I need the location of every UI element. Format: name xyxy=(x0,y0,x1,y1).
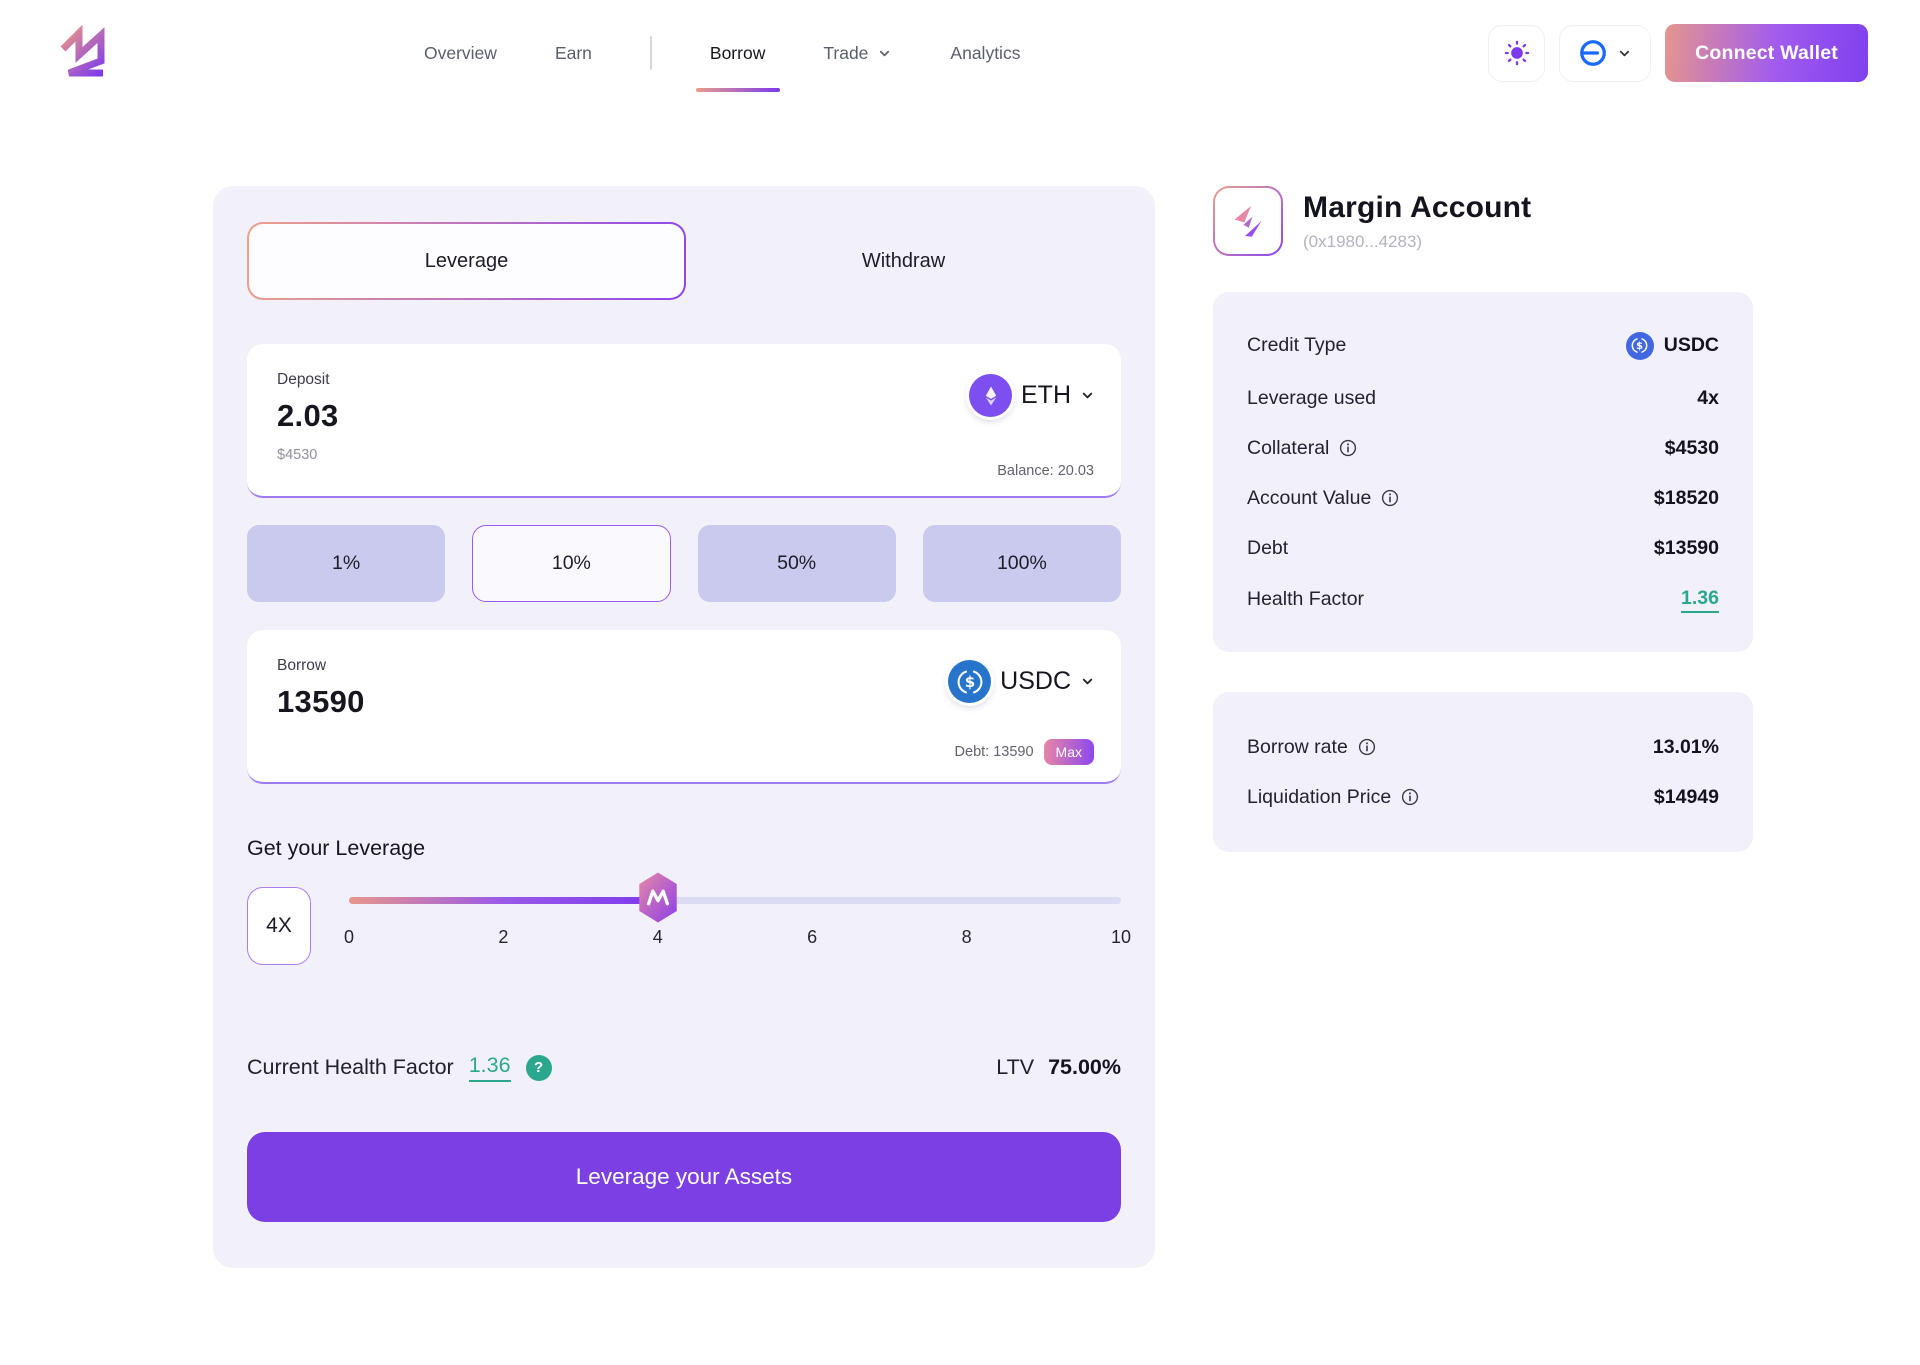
connect-wallet-button[interactable]: Connect Wallet xyxy=(1665,24,1868,82)
deposit-card: Deposit 2.03 $4530 ETH Balance: 20.03 xyxy=(247,344,1121,498)
margin-account-title: Margin Account xyxy=(1303,190,1532,224)
leverage-slider[interactable]: 0 2 4 6 8 10 xyxy=(344,872,1131,956)
row-collateral: Collateral $4530 xyxy=(1247,436,1719,459)
nav-trade[interactable]: Trade xyxy=(823,0,892,106)
max-button[interactable]: Max xyxy=(1043,739,1094,765)
slider-tick-labels: 0 2 4 6 8 10 xyxy=(344,926,1131,953)
leverage-value-input[interactable]: 4X xyxy=(247,887,311,965)
borrow-amount-input[interactable]: 13590 xyxy=(277,684,365,719)
help-icon[interactable]: ? xyxy=(525,1054,552,1081)
deposit-balance: Balance: 20.03 xyxy=(997,463,1094,479)
margin-account-address: (0x1980...4283) xyxy=(1303,231,1423,251)
main-nav: Overview Earn Borrow Trade Analytics xyxy=(424,0,1020,106)
percent-button-1[interactable]: 1% xyxy=(247,525,446,602)
svg-text:$: $ xyxy=(964,673,974,691)
network-icon xyxy=(1580,40,1606,66)
info-icon[interactable] xyxy=(1381,489,1399,507)
top-navigation-bar: Overview Earn Borrow Trade Analytics xyxy=(0,0,1920,106)
health-factor-label: Current Health Factor xyxy=(247,1055,454,1079)
borrow-card: Borrow 13590 $ USDC Debt: 13590 Max xyxy=(247,630,1121,784)
leverage-section-title: Get your Leverage xyxy=(247,836,426,860)
nav-analytics[interactable]: Analytics xyxy=(950,42,1021,63)
nav-overview[interactable]: Overview xyxy=(424,42,497,63)
borrow-debt: Debt: 13590 Max xyxy=(955,739,1094,765)
ltv-label: LTV xyxy=(996,1055,1035,1079)
usdc-icon: $ xyxy=(948,660,992,703)
tick-label: 0 xyxy=(343,926,355,947)
chevron-down-icon xyxy=(1082,678,1093,685)
row-borrow-rate: Borrow rate 13.01% xyxy=(1247,735,1719,758)
percent-button-50[interactable]: 50% xyxy=(697,525,896,602)
nav-borrow[interactable]: Borrow xyxy=(695,0,780,106)
main-content: Leverage Withdraw Deposit 2.03 $4530 ETH xyxy=(0,106,1920,1268)
chevron-down-icon xyxy=(1082,392,1093,399)
chevron-down-icon xyxy=(880,50,890,56)
tab-leverage[interactable]: Leverage xyxy=(247,222,686,300)
usdc-icon: $ xyxy=(1625,331,1654,360)
deposit-usd-value: $4530 xyxy=(277,447,318,463)
leverage-panel: Leverage Withdraw Deposit 2.03 $4530 ETH xyxy=(213,186,1155,1268)
deposit-token-name: ETH xyxy=(1021,381,1071,409)
leverage-assets-button[interactable]: Leverage your Assets xyxy=(247,1132,1121,1222)
header-actions: Connect Wallet xyxy=(1488,24,1868,82)
tick-label: 2 xyxy=(498,926,509,947)
row-account-value: Account Value $18520 xyxy=(1247,486,1719,509)
slider-thumb-icon xyxy=(639,872,677,923)
account-details-panel: Credit Type $ USDC Leverage used 4x xyxy=(1213,292,1753,652)
info-icon[interactable] xyxy=(1339,439,1357,457)
summary-row: Current Health Factor 1.36 ? LTV 75.00% xyxy=(247,1053,1121,1082)
borrow-token-selector[interactable]: $ USDC xyxy=(948,660,1095,703)
nav-divider xyxy=(649,36,652,70)
tick-label: 4 xyxy=(652,926,663,947)
rates-panel: Borrow rate 13.01% Liquidation Price $14… xyxy=(1213,692,1753,852)
slider-fill xyxy=(349,896,658,904)
app-logo[interactable] xyxy=(52,25,124,81)
network-selector-button[interactable] xyxy=(1559,24,1652,82)
tab-bar: Leverage Withdraw xyxy=(247,222,1121,300)
margin-account-header: Margin Account (0x1980...4283) xyxy=(1213,186,1753,256)
percent-shortcut-row: 1% 10% 50% 100% xyxy=(247,525,1121,602)
margin-account-icon xyxy=(1213,186,1283,256)
tab-withdraw[interactable]: Withdraw xyxy=(861,249,946,272)
tick-label: 6 xyxy=(807,926,818,947)
theme-toggle-button[interactable] xyxy=(1488,24,1546,82)
row-credit-type: Credit Type $ USDC xyxy=(1247,318,1719,373)
chevron-down-icon xyxy=(1619,50,1630,56)
borrow-label: Borrow xyxy=(277,657,327,674)
slider-thumb[interactable] xyxy=(635,872,681,929)
row-leverage-used: Leverage used 4x xyxy=(1247,386,1719,409)
info-icon[interactable] xyxy=(1358,738,1376,756)
sun-icon xyxy=(1504,40,1529,66)
eth-icon xyxy=(969,374,1012,417)
health-factor-panel-value[interactable]: 1.36 xyxy=(1681,587,1719,613)
deposit-label: Deposit xyxy=(277,371,330,388)
row-health-factor: Health Factor 1.36 xyxy=(1247,573,1719,626)
row-liquidation-price: Liquidation Price $14949 xyxy=(1247,785,1719,808)
percent-button-10[interactable]: 10% xyxy=(472,525,671,602)
deposit-token-selector[interactable]: ETH xyxy=(969,374,1095,417)
nav-active-indicator xyxy=(695,88,780,92)
percent-button-100[interactable]: 100% xyxy=(922,525,1121,602)
tick-label: 10 xyxy=(1110,926,1132,947)
slider-track[interactable] xyxy=(349,872,1121,923)
nav-earn[interactable]: Earn xyxy=(554,42,592,63)
info-icon[interactable] xyxy=(1401,788,1419,806)
deposit-amount-input[interactable]: 2.03 xyxy=(277,398,339,433)
leverage-slider-row: 4X 0 2 4 6 8 10 xyxy=(247,872,1131,965)
svg-text:$: $ xyxy=(1636,341,1643,352)
ltv-group: LTV 75.00% xyxy=(996,1055,1121,1080)
row-debt: Debt $13590 xyxy=(1247,536,1719,559)
app-logo-icon xyxy=(60,25,105,77)
health-factor-group: Current Health Factor 1.36 ? xyxy=(247,1053,552,1082)
ltv-value: 75.00% xyxy=(1048,1055,1121,1079)
margin-account-sidebar: Margin Account (0x1980...4283) Credit Ty… xyxy=(1213,186,1753,852)
borrow-token-name: USDC xyxy=(1000,667,1071,695)
tick-label: 8 xyxy=(961,926,972,947)
health-factor-value[interactable]: 1.36 xyxy=(468,1053,511,1082)
